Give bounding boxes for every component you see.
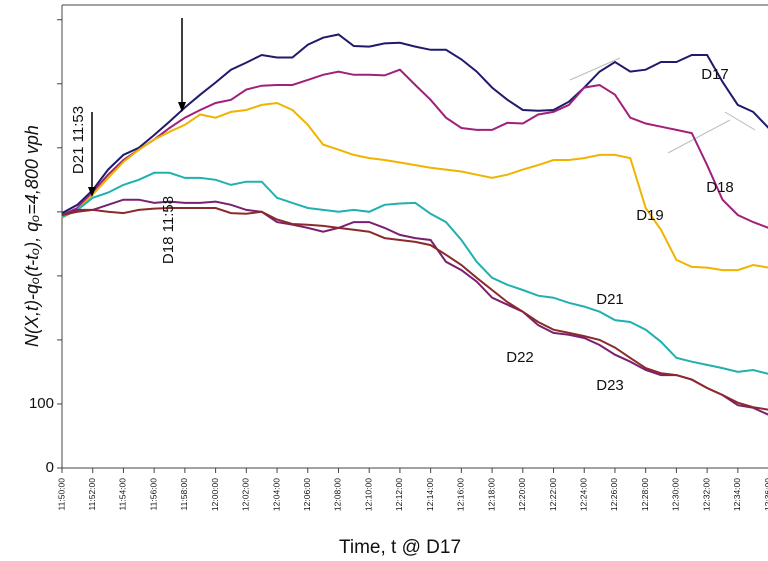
x-tick-label: 12:36:00 [763,478,768,511]
x-tick-label: 12:30:00 [671,478,681,511]
x-tick-label: 12:24:00 [578,478,588,511]
x-tick-label: 11:52:00 [87,478,97,511]
x-tick-label: 11:54:00 [118,478,128,511]
x-tick-label: 11:56:00 [148,478,158,511]
x-tick-label: 12:14:00 [425,478,435,511]
series-label: D19 [636,207,664,224]
y-tick-label: 0 [46,459,54,476]
series-line [61,33,768,214]
guide-line [667,119,731,154]
x-tick-label: 11:58:00 [179,478,189,511]
annotation: D18 11:58 [160,196,177,264]
x-tick-label: 12:18:00 [486,478,496,511]
arrow-head [178,102,186,112]
x-tick-label: 12:06:00 [302,478,312,511]
x-tick-label: 12:26:00 [609,478,619,511]
series-label: D21 [596,291,624,308]
series-line [61,207,768,411]
x-tick-label: 12:00:00 [210,478,220,511]
series-label: D22 [506,349,534,366]
annotation: D21 11:53 [70,106,87,174]
series-line [61,171,768,375]
x-axis-label: Time, t @ D17 [339,537,461,558]
x-tick-label: 11:50:00 [56,478,66,511]
arrow-head [88,187,96,197]
x-tick-label: 12:10:00 [363,478,373,511]
guide-line [569,57,621,81]
x-tick-label: 12:32:00 [701,478,711,511]
guide-line [724,111,756,131]
series-line [61,101,768,272]
y-axis-label: N(X,t)-qₒ(t-tₒ), qₒ=4,800 vph [22,125,42,347]
x-tick-label: 12:20:00 [517,478,527,511]
series-line [61,198,768,416]
x-tick-label: 12:08:00 [333,478,343,511]
x-tick-label: 12:12:00 [394,478,404,511]
x-tick-label: 12:34:00 [732,478,742,511]
series-label: D23 [596,377,624,394]
x-tick-label: 12:02:00 [241,478,251,511]
x-tick-label: 12:22:00 [548,478,558,511]
x-tick-label: 12:28:00 [640,478,650,511]
series-line [61,68,768,229]
x-tick-label: 12:04:00 [271,478,281,511]
y-tick-label: 100 [29,395,54,412]
series-label: D18 [706,179,734,196]
x-tick-label: 12:16:00 [456,478,466,511]
series-label: D17 [701,66,729,83]
